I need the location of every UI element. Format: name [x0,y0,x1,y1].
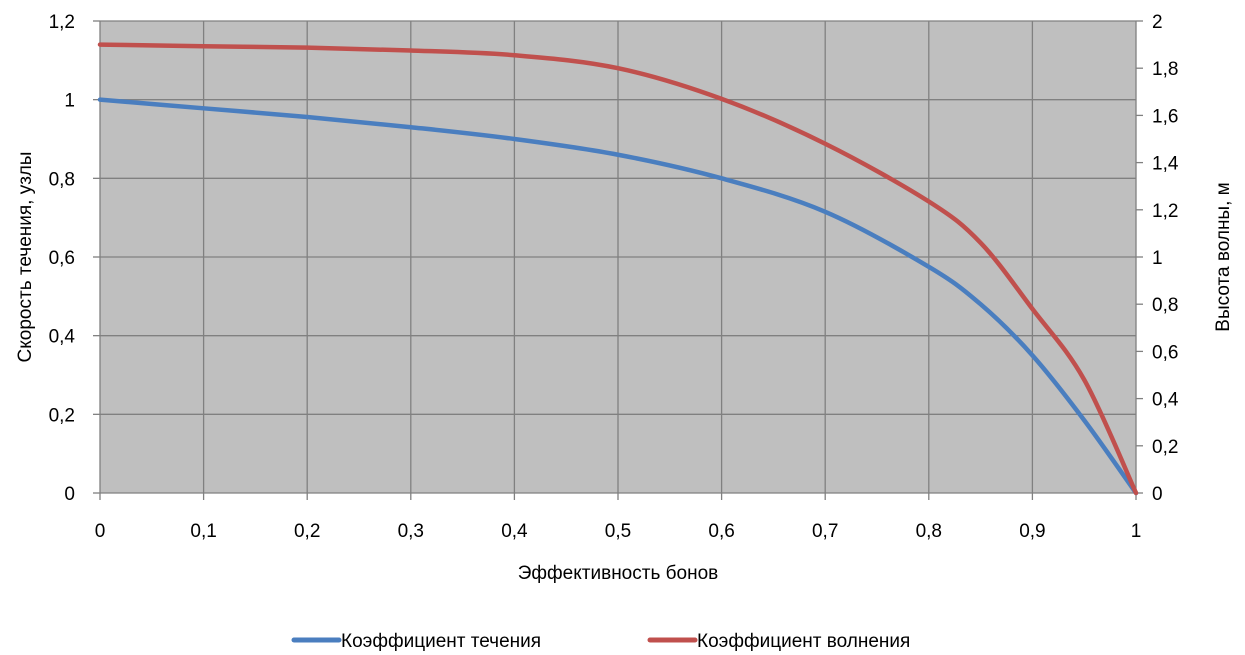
x-tick-label: 0,6 [708,521,734,542]
y2-tick-label: 1,2 [1152,201,1178,222]
y2-tick-label: 1,6 [1152,106,1178,127]
y-tick-labels: 0 0,2 0,4 0,6 0,8 1 1,2 [49,12,76,505]
y-axis-title: Скорость течения, узлы [15,152,36,363]
y2-tick-label: 2 [1152,12,1163,33]
legend-label-current: Коэффициент течения [341,631,541,652]
y2-tick-label: 1 [1152,248,1163,269]
x-tick-label: 0,1 [190,521,216,542]
x-tick-labels: 0 0,1 0,2 0,3 0,4 0,5 0,6 0,7 0,8 0,9 1 [95,521,1142,542]
y2-tick-labels: 0 0,2 0,4 0,6 0,8 1 1,2 1,4 1,6 1,8 2 [1152,12,1179,505]
y2-tick-label: 0 [1152,484,1163,505]
y-tick-label: 0,8 [49,169,75,190]
x-tick-label: 0,9 [1019,521,1045,542]
x-axis-title: Эффективность бонов [518,563,718,584]
x-tick-label: 0,3 [398,521,424,542]
x-tick-label: 0,2 [294,521,320,542]
x-tick-label: 0,7 [812,521,838,542]
series-layer [97,42,1139,496]
y-tick-label: 0 [64,484,75,505]
x-tick-label: 0,4 [501,521,528,542]
x-tick-label: 1 [1131,521,1142,542]
legend-label-waves: Коэффициент волнения [697,631,910,652]
y-tick-label: 1,2 [49,12,75,33]
y2-tick-label: 1,4 [1152,154,1179,175]
x-tick-label: 0 [95,521,106,542]
y-tick-label: 1 [64,91,75,112]
y-tick-label: 0,2 [49,405,75,426]
y2-axis-title: Высота волны, м [1213,182,1234,331]
y-tick-label: 0,6 [49,248,75,269]
x-tick-label: 0,5 [605,521,631,542]
series-line-waves [97,42,1139,496]
gridlines [93,20,1143,500]
y-tick-label: 0,4 [49,327,76,348]
y2-tick-label: 0,4 [1152,390,1179,411]
y2-tick-label: 1,8 [1152,59,1178,80]
y2-tick-label: 0,6 [1152,342,1178,363]
y2-tick-label: 0,2 [1152,437,1178,458]
series-line-current [97,97,1139,496]
legend: Коэффициент течения Коэффициент волнения [291,631,910,652]
x-tick-label: 0,8 [916,521,942,542]
y2-tick-label: 0,8 [1152,295,1178,316]
